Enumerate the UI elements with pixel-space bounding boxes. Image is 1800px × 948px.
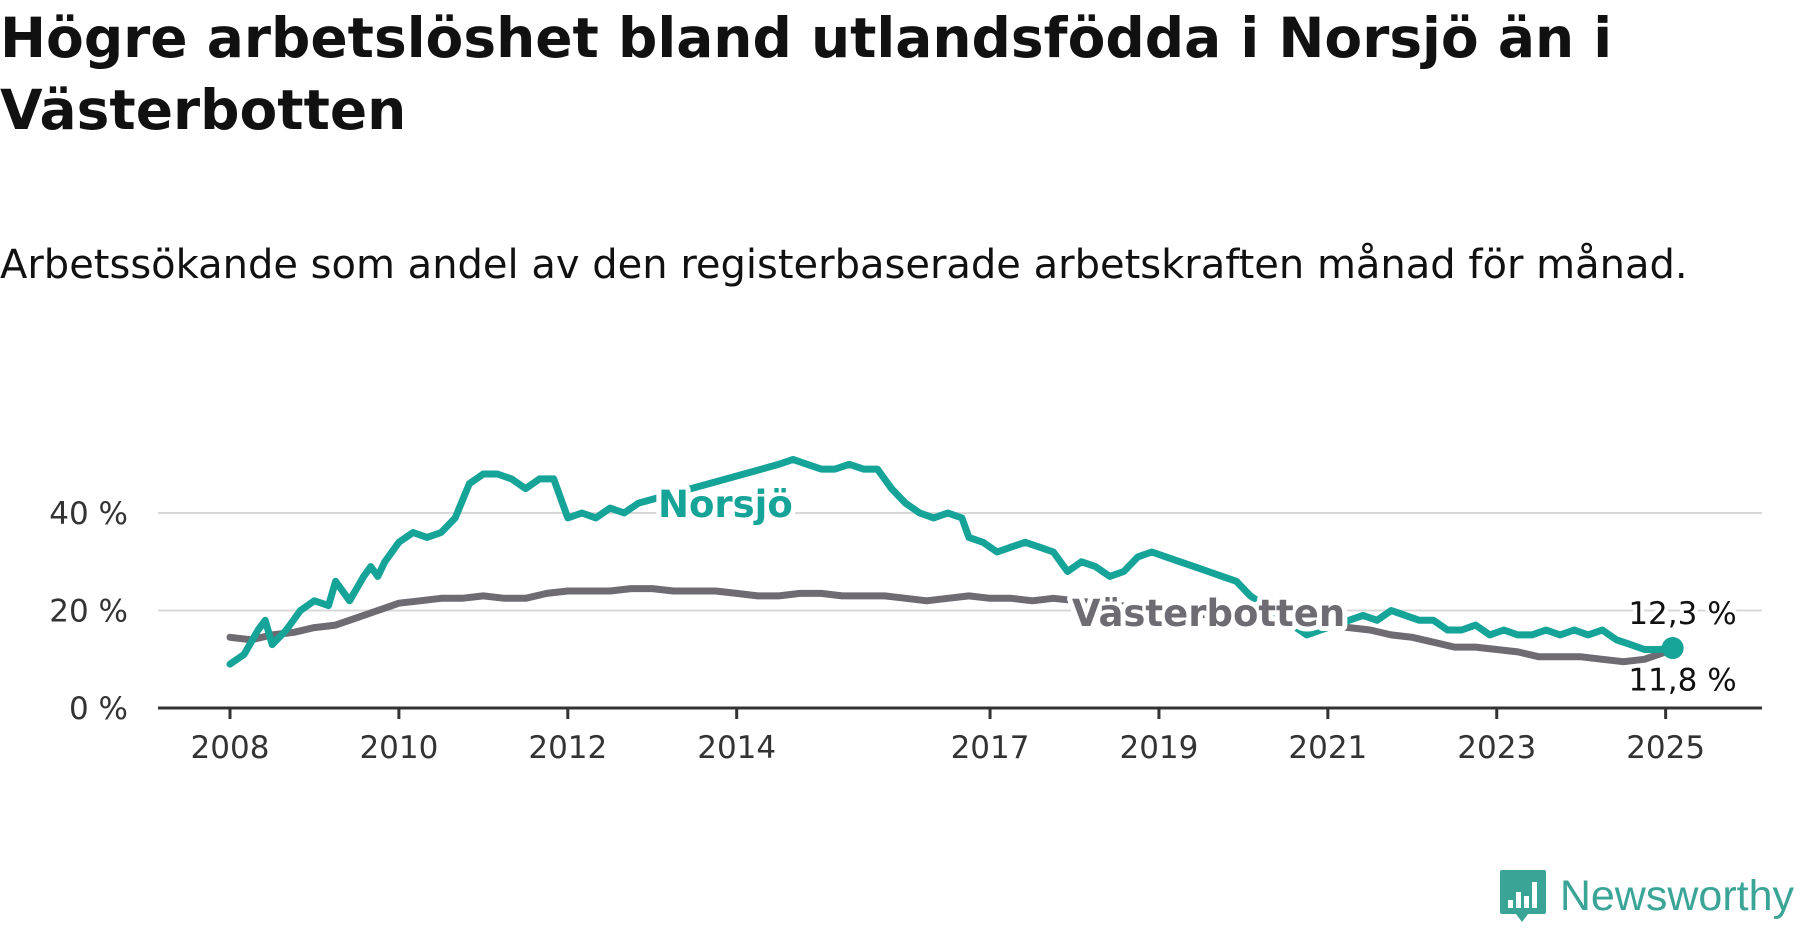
newsworthy-brand: Newsworthy bbox=[1498, 868, 1794, 924]
series-name-label: Norsjö bbox=[658, 483, 793, 526]
end-value-label: 12,3 % bbox=[1628, 596, 1736, 632]
end-point-marker bbox=[1661, 637, 1684, 660]
y-tick-label: 40 % bbox=[49, 496, 128, 532]
end-value-label: 11,8 % bbox=[1628, 662, 1736, 698]
brand-name: Newsworthy bbox=[1559, 871, 1794, 920]
y-tick-label: 0 % bbox=[69, 691, 128, 727]
y-axis-ticks: 0 % 20 % 40 % bbox=[49, 496, 128, 727]
x-tick-label: 2023 bbox=[1457, 730, 1536, 766]
chart-title: Högre arbetslöshet bland utlandsfödda i … bbox=[0, 6, 1613, 142]
series-labels: Norsjö 12,3 % Västerbotten 11,8 % bbox=[653, 478, 1741, 702]
chart-subtitle: Arbetssökande som andel av den registerb… bbox=[0, 242, 1688, 288]
x-tick-label: 2010 bbox=[359, 730, 438, 766]
x-tick-label: 2012 bbox=[528, 730, 607, 766]
x-axis-ticks: 2008 2010 2012 2014 2017 2019 2021 2023 2025 bbox=[191, 708, 1705, 766]
gridlines bbox=[158, 512, 1762, 612]
series-line bbox=[226, 585, 1677, 666]
x-tick-label: 2008 bbox=[191, 730, 270, 766]
x-tick-label: 2017 bbox=[951, 730, 1030, 766]
series-line bbox=[226, 455, 1677, 668]
x-tick-label: 2014 bbox=[697, 730, 776, 766]
series-lines bbox=[226, 455, 1677, 668]
x-tick-label: 2021 bbox=[1288, 730, 1367, 766]
series-name-label: Västerbotten bbox=[1072, 592, 1345, 635]
x-tick-label: 2025 bbox=[1626, 730, 1705, 766]
newsworthy-logo-icon bbox=[1499, 870, 1546, 922]
x-tick-label: 2019 bbox=[1119, 730, 1198, 766]
y-tick-label: 20 % bbox=[49, 594, 128, 630]
